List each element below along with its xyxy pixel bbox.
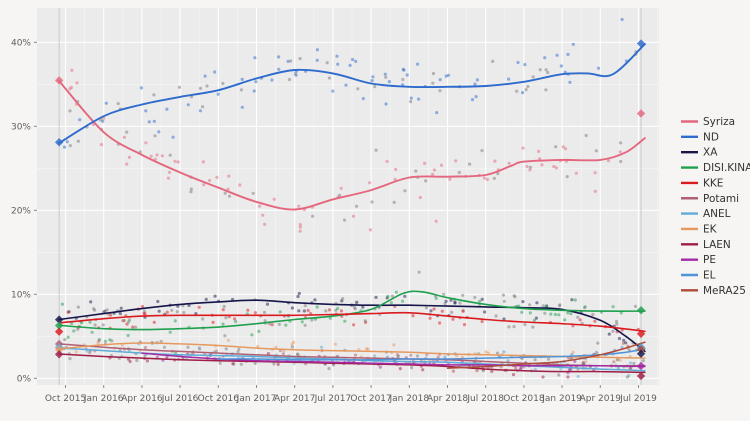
x-tick-label: Apr 2018 <box>427 394 469 404</box>
legend-label: EL <box>703 270 716 282</box>
jul-2019-election-DISI.KINAL <box>636 306 646 315</box>
legend-item-DISI.KINAL: DISI.KINAL <box>681 162 750 174</box>
y-tick-label: 20% <box>11 206 31 216</box>
x-tick-label: Jan 2016 <box>83 394 124 404</box>
legend-label: PE <box>703 254 716 266</box>
trend-line-Potami <box>58 343 646 367</box>
y-tick-label: 40% <box>11 38 31 48</box>
jul-2019-election-XA <box>636 349 646 358</box>
x-tick-label: Jan 2019 <box>541 394 582 404</box>
jul-2019-election <box>636 39 646 381</box>
sep-2015-election-Syriza <box>54 76 64 85</box>
legend-item-LAEN: LAEN <box>681 239 731 251</box>
sep-2015-election-XA <box>54 315 64 324</box>
x-tick-label: Oct 2017 <box>350 394 391 404</box>
legend-item-EK: EK <box>681 223 718 235</box>
scatter-Syriza <box>68 68 623 233</box>
legend-item-Potami: Potami <box>681 193 739 205</box>
legend-item-KKE: KKE <box>681 177 723 189</box>
jul-2019-election-LAEN <box>636 371 646 381</box>
legend-label: ND <box>703 131 719 143</box>
trend-line-EK <box>58 342 646 359</box>
sep-2015-election-KKE <box>54 327 64 336</box>
trend-lines <box>58 43 646 374</box>
legend-item-Syriza: Syriza <box>681 116 735 128</box>
trend-line-DISI.KINAL <box>58 290 646 331</box>
legend-label: LAEN <box>703 239 731 251</box>
legend-item-EL: EL <box>681 270 716 282</box>
legend: Syriza ND XA DISI.KINAL KKE Potami ANEL EK LAEN P… <box>681 116 750 297</box>
election-result-markers <box>54 39 646 381</box>
jul-2019-election-KKE <box>636 329 646 338</box>
sep-2015-election-ND <box>54 138 64 147</box>
jul-2019-election-PE <box>636 361 646 371</box>
trend-line-XA <box>58 299 646 353</box>
x-tick-label: Jul 2018 <box>466 394 504 404</box>
legend-item-PE: PE <box>681 254 716 266</box>
x-tick-label: Jan 2017 <box>236 394 277 404</box>
sep-2015-election-EK <box>54 345 64 354</box>
x-tick-label: Oct 2015 <box>45 394 86 404</box>
jul-2019-election-Syriza <box>636 109 646 118</box>
x-tick-label: Jul 2017 <box>314 394 352 404</box>
legend-label: XA <box>703 147 718 159</box>
legend-label: DISI.KINAL <box>703 162 750 174</box>
y-tick-label: 10% <box>11 290 31 300</box>
legend-label: ANEL <box>703 208 731 220</box>
trend-line-LAEN <box>58 353 646 374</box>
legend-item-ANEL: ANEL <box>681 208 731 220</box>
trend-line-Syriza <box>58 79 646 211</box>
legend-label: MeRA25 <box>703 285 746 297</box>
sep-2015-election-DISI.KINAL <box>54 321 64 330</box>
trend-line-MeRA25 <box>446 341 646 369</box>
x-tick-label: Jul 2019 <box>619 394 657 404</box>
trend-line-ND <box>58 43 646 145</box>
legend-label: Syriza <box>703 116 735 128</box>
x-tick-label: Apr 2016 <box>121 394 163 404</box>
sep-2015-election-LAEN <box>54 350 64 359</box>
x-tick-label: Apr 2017 <box>274 394 315 404</box>
x-tick-label: Apr 2019 <box>580 394 622 404</box>
legend-label: KKE <box>703 177 723 189</box>
y-tick-label: 30% <box>11 122 31 132</box>
scatter-DISI.KINAL <box>60 270 638 355</box>
x-tick-label: Jan 2018 <box>388 394 429 404</box>
legend-label: EK <box>703 223 718 235</box>
legend-item-ND: ND <box>681 131 719 143</box>
x-tick-label: Oct 2018 <box>503 394 545 404</box>
sep-2015-election <box>54 76 64 359</box>
legend-item-XA: XA <box>681 147 718 159</box>
trend-line-KKE <box>58 311 646 333</box>
legend-item-MeRA25: MeRA25 <box>681 285 746 297</box>
x-tick-label: Jul 2016 <box>161 394 199 404</box>
legend-label: Potami <box>703 193 739 205</box>
jul-2019-election-ND <box>636 39 646 48</box>
x-tick-label: Oct 2016 <box>198 394 240 404</box>
y-tick-label: 0% <box>17 374 32 384</box>
jul-2019-election-MeRA25 <box>636 345 646 354</box>
